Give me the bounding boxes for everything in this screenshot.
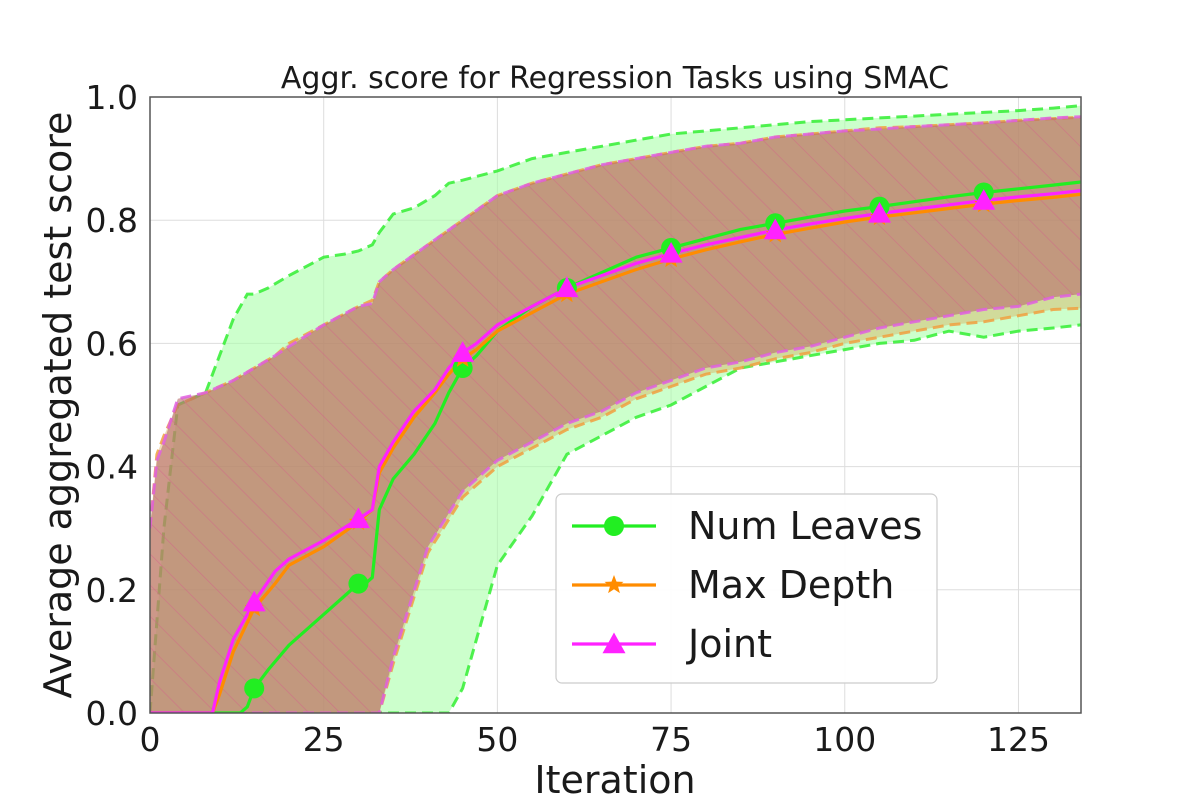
x-axis-label: Iteration xyxy=(534,758,695,800)
y-tick-label: 0.2 xyxy=(86,571,138,610)
legend: Num Leaves Max Depth Joint xyxy=(555,493,938,684)
y-tick-label: 0.8 xyxy=(86,201,138,240)
chart-title: Aggr. score for Regression Tasks using S… xyxy=(281,61,949,96)
band-edge-upper xyxy=(150,104,1081,713)
y-tick-label: 0.4 xyxy=(86,448,138,487)
legend-label: Num Leaves xyxy=(688,504,922,548)
y-axis-label: Average aggregated test score xyxy=(36,112,80,699)
legend-swatch-marker xyxy=(604,575,624,594)
plot-frame xyxy=(149,96,1082,714)
legend-label: Joint xyxy=(686,622,772,666)
x-ticks: 0 25 50 75 100 125 xyxy=(140,720,1050,759)
band-edge-lower xyxy=(150,306,1081,713)
data-point xyxy=(868,201,892,223)
data-point xyxy=(763,218,787,240)
data-point xyxy=(242,590,266,612)
legend-label: Max Depth xyxy=(688,563,894,607)
y-tick-label: 1.0 xyxy=(86,78,138,117)
x-tick-label: 75 xyxy=(650,720,692,759)
data-point xyxy=(659,241,683,263)
legend-swatch-marker xyxy=(602,632,626,654)
band-edge-lower xyxy=(150,292,1081,713)
x-tick-label: 125 xyxy=(987,720,1050,759)
band-edge-upper xyxy=(150,115,1081,529)
band-hatch xyxy=(150,116,1081,713)
data-point xyxy=(555,276,579,298)
x-tick-label: 0 xyxy=(140,720,161,759)
data-point xyxy=(452,358,473,379)
y-tick-label: 0.6 xyxy=(86,324,138,363)
data-point xyxy=(244,678,265,699)
y-ticks: 0.0 0.2 0.4 0.6 0.8 1.0 xyxy=(86,78,138,733)
x-tick-label: 25 xyxy=(303,720,345,759)
x-tick-label: 100 xyxy=(813,720,876,759)
y-tick-label: 0.0 xyxy=(86,694,138,733)
legend-box xyxy=(555,493,938,684)
data-point xyxy=(346,507,370,529)
legend-swatch-marker xyxy=(604,516,624,536)
x-tick-label: 50 xyxy=(476,720,518,759)
series-markers xyxy=(242,182,996,699)
data-point xyxy=(972,188,996,210)
confidence-bands xyxy=(150,104,1081,713)
band-edge-lower xyxy=(150,323,1081,713)
data-point xyxy=(451,341,475,362)
data-point xyxy=(348,573,369,594)
